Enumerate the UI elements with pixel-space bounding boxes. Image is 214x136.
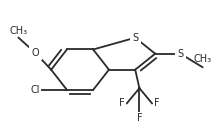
Text: F: F <box>154 98 160 108</box>
Text: S: S <box>177 49 183 59</box>
Text: CH₃: CH₃ <box>9 26 28 36</box>
Text: Cl: Cl <box>30 85 40 95</box>
Text: F: F <box>119 98 125 108</box>
Text: CH₃: CH₃ <box>193 54 211 64</box>
Text: F: F <box>137 113 142 123</box>
Text: O: O <box>31 48 39 58</box>
Text: S: S <box>132 33 138 43</box>
